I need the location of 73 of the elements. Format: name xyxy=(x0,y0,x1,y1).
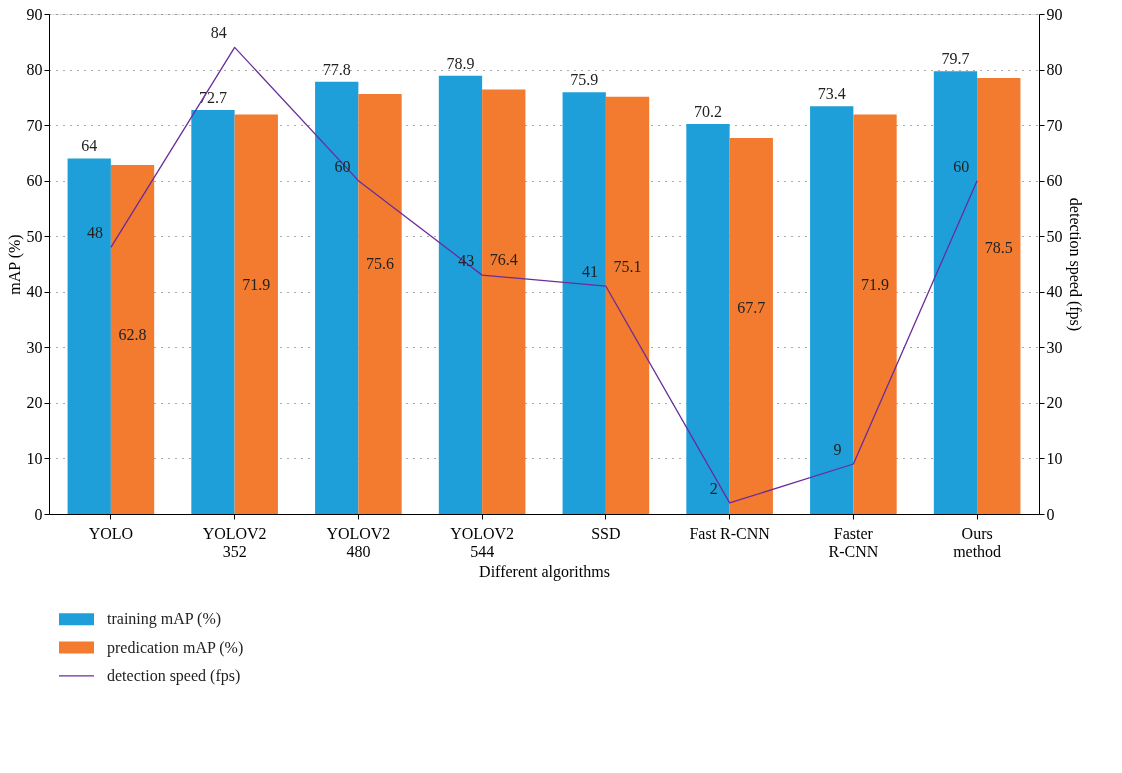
bar xyxy=(686,124,730,514)
data-label: 84 xyxy=(210,24,227,42)
y2-tick-label: 10 xyxy=(1046,449,1063,467)
bar xyxy=(67,158,111,514)
data-label: 73.4 xyxy=(817,85,846,103)
data-label: 41 xyxy=(581,263,598,281)
data-label: 2 xyxy=(709,479,718,497)
data-label: 71.9 xyxy=(242,275,271,293)
data-label: 77.8 xyxy=(322,60,351,78)
bar xyxy=(234,114,278,514)
y-tick-label: 60 xyxy=(26,172,43,190)
y-tick-label: 50 xyxy=(26,227,43,245)
bar xyxy=(110,165,155,514)
y-tick-label: 80 xyxy=(26,61,43,79)
data-label: 75.6 xyxy=(366,255,395,272)
y2-tick-label: 0 xyxy=(1046,505,1055,523)
y2-axis-title: detection speed (fps) xyxy=(1065,197,1084,332)
data-label: 75.1 xyxy=(613,257,642,275)
y2-tick-label: 60 xyxy=(1046,172,1063,190)
bar xyxy=(438,75,483,514)
bar xyxy=(191,110,235,514)
y-tick-label: 10 xyxy=(26,449,43,467)
x-tick-label: YOLOV2 352 xyxy=(202,524,267,560)
legend-label: predication mAP (%) xyxy=(107,638,244,657)
y2-tick-label: 20 xyxy=(1046,394,1063,412)
line-series xyxy=(110,46,978,504)
bar xyxy=(853,114,897,514)
data-label: 60 xyxy=(334,157,351,175)
bar xyxy=(562,92,606,514)
y-tick-label: 40 xyxy=(26,283,43,301)
data-label: 60 xyxy=(953,157,970,175)
data-label: 9 xyxy=(833,441,842,458)
y2-tick-label: 40 xyxy=(1046,283,1063,301)
data-label: 78.5 xyxy=(984,238,1013,256)
x-tick-label: Fast R-CNN xyxy=(689,524,771,542)
bar xyxy=(358,94,402,514)
bar xyxy=(810,106,854,514)
x-tick-label: YOLO xyxy=(88,524,134,542)
data-label: 64 xyxy=(81,137,98,155)
x-tick-label: YOLOV2 480 xyxy=(326,524,391,560)
data-label: 48 xyxy=(86,224,103,242)
x-axis-title: Different algorithms xyxy=(479,562,610,581)
y-tick-label: 30 xyxy=(26,338,43,356)
data-label: 70.2 xyxy=(693,103,722,120)
x-tick-label: Faster R-CNN xyxy=(828,524,879,560)
legend-label: training mAP (%) xyxy=(107,610,222,629)
x-tick-label: SSD xyxy=(591,524,621,542)
y-tick-label: 20 xyxy=(26,394,43,412)
y2-tick-label: 70 xyxy=(1046,116,1063,134)
data-label: 76.4 xyxy=(489,250,518,268)
bar xyxy=(933,71,978,514)
y2-tick-label: 90 xyxy=(1046,5,1063,23)
y2-tick-label: 80 xyxy=(1046,61,1063,79)
bar xyxy=(977,77,1021,514)
data-label: 79.7 xyxy=(941,50,970,68)
y-tick-label: 0 xyxy=(34,505,43,523)
data-label: 71.9 xyxy=(861,275,890,293)
data-label: 78.9 xyxy=(446,54,475,72)
y-tick-label: 90 xyxy=(26,5,43,23)
bar xyxy=(605,96,650,514)
data-label: 67.7 xyxy=(737,298,766,316)
bar xyxy=(315,81,359,514)
bar xyxy=(482,89,526,514)
y2-tick-label: 30 xyxy=(1046,338,1063,356)
y-axis-title: mAP (%) xyxy=(5,234,24,295)
legend-label: detection speed (fps) xyxy=(107,666,241,685)
x-tick-label: Ours method xyxy=(953,524,1002,560)
bar xyxy=(729,137,773,514)
x-tick-label: YOLOV2 544 xyxy=(450,524,515,560)
y-tick-label: 70 xyxy=(26,116,43,134)
y2-tick-label: 50 xyxy=(1046,227,1063,245)
data-label: 75.9 xyxy=(570,71,599,89)
data-label: 62.8 xyxy=(118,326,147,344)
